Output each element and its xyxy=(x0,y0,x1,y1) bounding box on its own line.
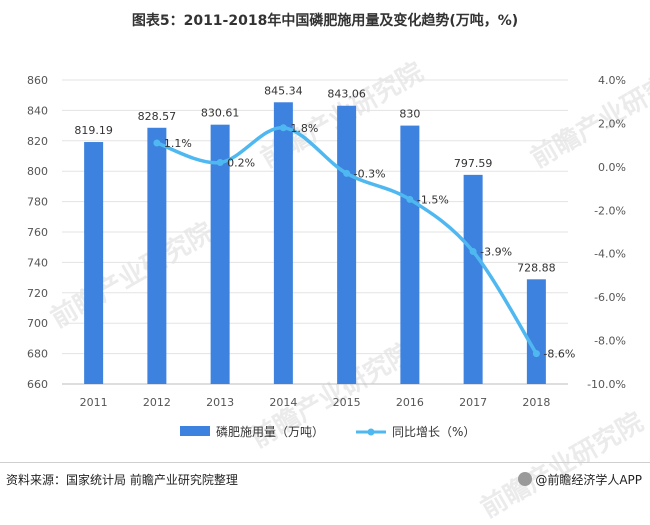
line-value-label: 1.8% xyxy=(290,122,318,135)
bar-value-label: 843.06 xyxy=(327,88,366,101)
right-axis-tick-label: 0.0% xyxy=(598,161,626,174)
line-point xyxy=(216,159,224,167)
x-axis-tick-label: 2017 xyxy=(459,396,487,409)
bar-value-label: 728.88 xyxy=(517,261,556,274)
x-axis-tick-label: 2013 xyxy=(206,396,234,409)
bar-value-label: 819.19 xyxy=(74,124,113,137)
line-point xyxy=(406,195,414,203)
line-value-label: -1.5% xyxy=(417,193,449,206)
right-axis-tick-label: -10.0% xyxy=(587,378,626,391)
bar-series xyxy=(84,102,546,385)
line-point xyxy=(532,350,540,358)
bar-value-label: 845.34 xyxy=(264,84,303,97)
line-point xyxy=(153,139,161,147)
x-axis-tick-label: 2018 xyxy=(522,396,550,409)
bar-value-label: 828.57 xyxy=(138,110,177,123)
grid-lines xyxy=(62,79,568,385)
right-axis-tick-label: 4.0% xyxy=(598,74,626,87)
footer-divider xyxy=(0,462,650,463)
bar xyxy=(463,174,483,384)
bar xyxy=(273,102,293,384)
brand-logo-icon xyxy=(518,472,533,486)
line-point xyxy=(343,169,351,177)
bar xyxy=(210,124,230,385)
line-value-label: 1.1% xyxy=(164,137,192,150)
legend-line-marker xyxy=(367,428,375,436)
x-axis-tick-label: 2016 xyxy=(396,396,424,409)
line-point xyxy=(279,124,287,132)
legend-bar-label: 磷肥施用量（万吨） xyxy=(216,424,324,439)
line-series xyxy=(153,124,540,358)
x-axis-tick-label: 2015 xyxy=(333,396,361,409)
axes: 660 680 700 720 740 760 780 800 820 840 860 -10.0% -… xyxy=(27,74,626,409)
bar xyxy=(337,105,357,384)
bar xyxy=(526,279,546,384)
left-axis-tick-label: 700 xyxy=(27,317,48,330)
left-axis-tick-label: 680 xyxy=(27,348,48,361)
x-axis-tick-label: 2014 xyxy=(269,396,297,409)
left-axis-tick-label: 860 xyxy=(27,74,48,87)
left-axis-tick-label: 780 xyxy=(27,196,48,209)
left-axis-tick-label: 720 xyxy=(27,287,48,300)
bar xyxy=(400,125,420,384)
bar-value-label: 830.61 xyxy=(201,107,240,120)
bar xyxy=(147,127,167,385)
source-note: 资料来源：国家统计局 前瞻产业研究院整理 xyxy=(6,473,238,487)
combo-chart: 819.19 828.57 830.61 845.34 843.06 830 797.59 7… xyxy=(27,74,626,439)
left-axis-tick-label: 800 xyxy=(27,165,48,178)
bar-value-label: 797.59 xyxy=(454,157,493,170)
line-value-label: -0.3% xyxy=(354,167,386,180)
left-axis-tick-label: 820 xyxy=(27,135,48,148)
data-labels: 819.19 828.57 830.61 845.34 843.06 830 797.59 7… xyxy=(74,84,575,360)
brand-credit: @前瞻经济学人APP xyxy=(518,471,642,488)
right-axis-tick-label: -2.0% xyxy=(594,204,626,217)
legend-line-label: 同比增长（%） xyxy=(392,425,475,439)
chart-title: 图表5：2011-2018年中国磷肥施用量及变化趋势(万吨，%) xyxy=(131,13,519,29)
line-value-label: -3.9% xyxy=(480,246,512,259)
right-axis-tick-label: 2.0% xyxy=(598,117,626,130)
legend-bar-swatch xyxy=(180,426,210,436)
x-axis-tick-label: 2012 xyxy=(143,396,171,409)
left-axis-tick-label: 840 xyxy=(27,104,48,117)
line-value-label: -8.6% xyxy=(543,348,575,361)
left-axis-tick-label: 740 xyxy=(27,256,48,269)
bar xyxy=(84,142,104,384)
right-axis-tick-label: -8.0% xyxy=(594,335,626,348)
legend: 磷肥施用量（万吨） 同比增长（%） xyxy=(180,424,475,439)
brand-label: @前瞻经济学人APP xyxy=(535,473,642,487)
left-axis-tick-label: 760 xyxy=(27,226,48,239)
line-value-label: 0.2% xyxy=(227,157,255,170)
left-axis-tick-label: 660 xyxy=(27,378,48,391)
right-axis-tick-label: -6.0% xyxy=(594,291,626,304)
bar-value-label: 830 xyxy=(399,108,420,121)
right-axis-tick-label: -4.0% xyxy=(594,248,626,261)
x-axis-tick-label: 2011 xyxy=(80,396,108,409)
line-point xyxy=(469,248,477,256)
